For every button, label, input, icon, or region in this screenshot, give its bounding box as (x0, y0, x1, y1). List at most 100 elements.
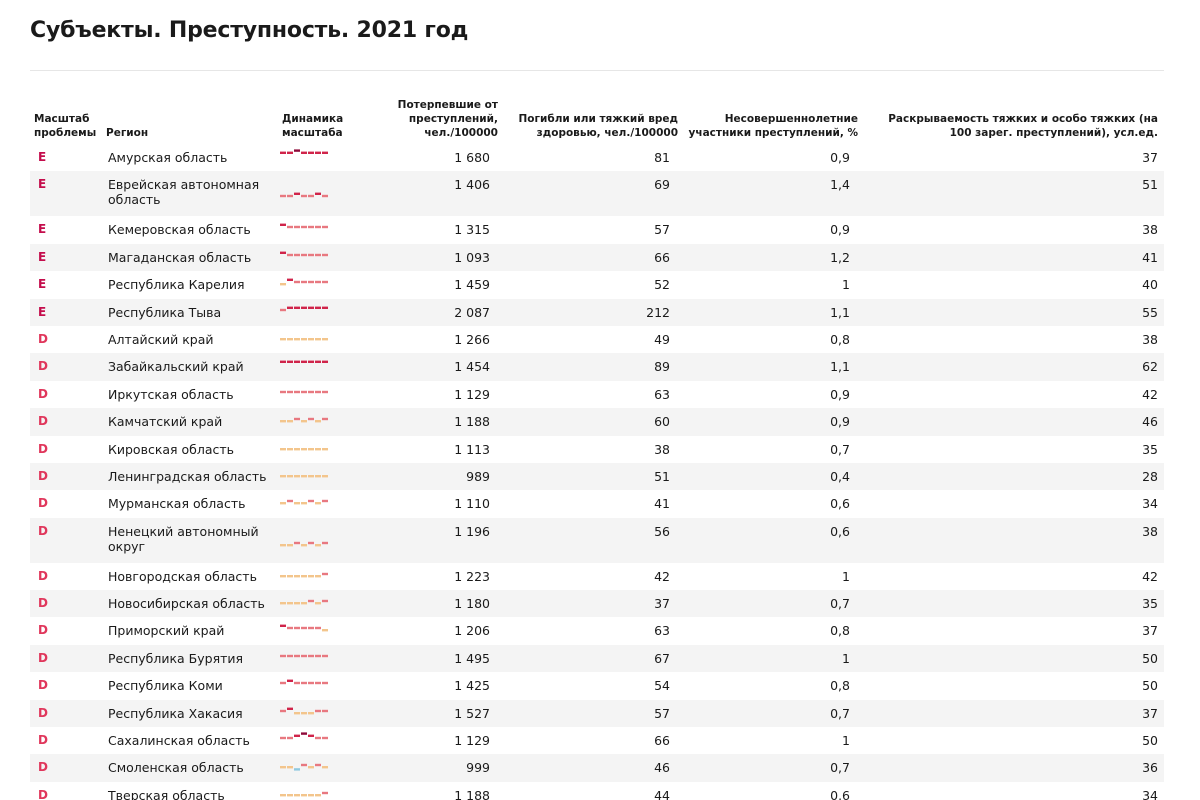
region-name[interactable]: Республика Тыва (102, 298, 278, 326)
table-row[interactable]: D Тверская область 1 188 44 0,6 34 (30, 782, 1164, 800)
sparkline-chart (280, 654, 328, 658)
table-row[interactable]: E Республика Карелия 1 459 52 1 40 (30, 271, 1164, 298)
sparkline-bar (322, 709, 328, 712)
sparkline-bar (315, 253, 321, 256)
table-row[interactable]: D Республика Бурятия 1 495 67 1 50 (30, 644, 1164, 673)
table-row[interactable]: D Приморский край 1 206 63 0,8 37 (30, 617, 1164, 644)
table-row[interactable]: E Магаданская область 1 093 66 1,2 41 (30, 243, 1164, 272)
deaths-value: 69 (504, 171, 684, 217)
sparkline-bar (301, 420, 307, 423)
trend-sparkline (278, 727, 350, 754)
solved-value: 51 (864, 171, 1164, 217)
region-name[interactable]: Приморский край (108, 623, 225, 639)
header-scale[interactable]: Масштаб проблемы (34, 113, 97, 139)
region-name[interactable]: Ленинградская область (102, 462, 278, 491)
table-row[interactable]: E Амурская область 1 680 81 0,9 37 (30, 144, 1164, 171)
solved-value: 38 (1142, 222, 1158, 238)
sparkline-bar (308, 417, 314, 421)
header-trend[interactable]: Динамика масштаба (282, 113, 344, 139)
solved-value: 37 (1142, 150, 1158, 165)
solved-value: 42 (1142, 386, 1158, 402)
sparkline-bar (287, 602, 293, 605)
table-row[interactable]: D Новгородская область 1 223 42 1 42 (30, 563, 1164, 590)
deaths-value: 89 (504, 353, 684, 381)
region-name[interactable]: Иркутская область (108, 386, 234, 402)
minors-value: 1,1 (684, 298, 864, 326)
region-name[interactable]: Забайкальский край (102, 353, 278, 381)
solved-value: 34 (1142, 787, 1158, 800)
table-row[interactable]: D Алтайский край 1 266 49 0,8 38 (30, 326, 1164, 353)
solved-value: 35 (1142, 441, 1158, 457)
sparkline-bar (322, 151, 328, 154)
table-row[interactable]: D Кировская область 1 113 38 0,7 35 (30, 436, 1164, 463)
minors-value: 0,7 (684, 754, 864, 782)
region-name[interactable]: Кировская область (108, 441, 235, 457)
header-solved[interactable]: Раскрываемость тяжких и особо тяжких (на… (888, 113, 1158, 139)
region-name[interactable]: Магаданская область (102, 243, 278, 272)
region-name[interactable]: Республика Хакасия (102, 699, 278, 728)
sparkline-bar (308, 337, 314, 341)
deaths-value: 41 (654, 496, 670, 512)
header-deaths[interactable]: Погибли или тяжкий вред здоровью, чел./1… (518, 113, 678, 139)
sparkline-bar (280, 195, 286, 198)
table-row[interactable]: D Иркутская область 1 129 63 0,9 42 (30, 381, 1164, 408)
table-row[interactable]: E Кемеровская область 1 315 57 0,9 38 (30, 216, 1164, 243)
region-name[interactable]: Республика Карелия (108, 277, 245, 293)
region-name[interactable]: Новосибирская область (102, 590, 278, 618)
sparkline-bar (308, 151, 314, 154)
sparkline-bar (294, 654, 300, 658)
sparkline-bar (308, 599, 314, 603)
table-row[interactable]: D Мурманская область 1 110 41 0,6 34 (30, 490, 1164, 517)
header-region[interactable]: Регион (106, 127, 149, 139)
table-row[interactable]: D Забайкальский край 1 454 89 1,1 62 (30, 353, 1164, 381)
region-name[interactable]: Амурская область (108, 150, 228, 165)
trend-sparkline (278, 699, 350, 728)
region-name[interactable]: Тверская область (108, 787, 225, 800)
table-row[interactable]: D Республика Хакасия 1 527 57 0,7 37 (30, 699, 1164, 728)
sparkline-bar (280, 574, 286, 578)
sparkline-bar (315, 280, 321, 284)
trend-sparkline (278, 171, 350, 217)
table-row[interactable]: D Республика Коми 1 425 54 0,8 50 (30, 672, 1164, 699)
sparkline-bar (308, 280, 314, 284)
sparkline-bar (308, 360, 314, 364)
sparkline-bar (315, 574, 321, 578)
trend-sparkline (278, 490, 350, 517)
sparkline-bar (301, 253, 307, 256)
table-row[interactable]: D Ненецкий автономный округ 1 196 56 0,6 38 (30, 517, 1164, 563)
sparkline-bar (294, 793, 300, 797)
header-minors[interactable]: Несовершеннолетние участники преступлени… (688, 113, 858, 139)
region-name[interactable]: Ненецкий автономный округ (102, 517, 278, 563)
region-name[interactable]: Новгородская область (108, 568, 257, 584)
victims-value: 1 406 (350, 171, 504, 217)
table-row[interactable]: D Сахалинская область 1 129 66 1 50 (30, 727, 1164, 754)
scale-level-badge: D (38, 678, 48, 693)
header-victims[interactable]: Потерпевшие от преступлений, чел./100000 (397, 99, 498, 139)
solved-value: 35 (864, 590, 1164, 618)
table-row[interactable]: D Камчатский край 1 188 60 0,9 46 (30, 408, 1164, 436)
region-name[interactable]: Алтайский край (108, 331, 214, 347)
region-name[interactable]: Еврейская автономная область (102, 171, 278, 217)
sparkline-bar (308, 627, 314, 630)
region-name[interactable]: Сахалинская область (108, 733, 250, 749)
sparkline-bar (322, 360, 328, 364)
table-row[interactable]: D Смоленская область 999 46 0,7 36 (30, 754, 1164, 782)
region-name[interactable]: Мурманская область (108, 496, 246, 512)
table-row[interactable]: D Ленинградская область 989 51 0,4 28 (30, 462, 1164, 491)
sparkline-bar (315, 627, 321, 630)
table-row[interactable]: D Новосибирская область 1 180 37 0,7 35 (30, 590, 1164, 618)
region-name[interactable]: Камчатский край (102, 408, 278, 436)
table-row[interactable]: E Республика Тыва 2 087 212 1,1 55 (30, 298, 1164, 326)
sparkline-chart (280, 251, 328, 256)
region-name[interactable]: Кемеровская область (108, 222, 251, 238)
region-name[interactable]: Республика Бурятия (102, 644, 278, 673)
sparkline-bar (294, 447, 300, 450)
victims-value: 1 180 (350, 590, 504, 618)
sparkline-bar (287, 627, 293, 630)
sparkline-bar (315, 226, 321, 229)
scale-level-badge: D (38, 787, 48, 800)
table-row[interactable]: E Еврейская автономная область 1 406 69 1,4 5… (30, 171, 1164, 217)
region-name[interactable]: Смоленская область (102, 754, 278, 782)
region-name[interactable]: Республика Коми (108, 678, 223, 694)
deaths-value: 42 (654, 568, 670, 584)
